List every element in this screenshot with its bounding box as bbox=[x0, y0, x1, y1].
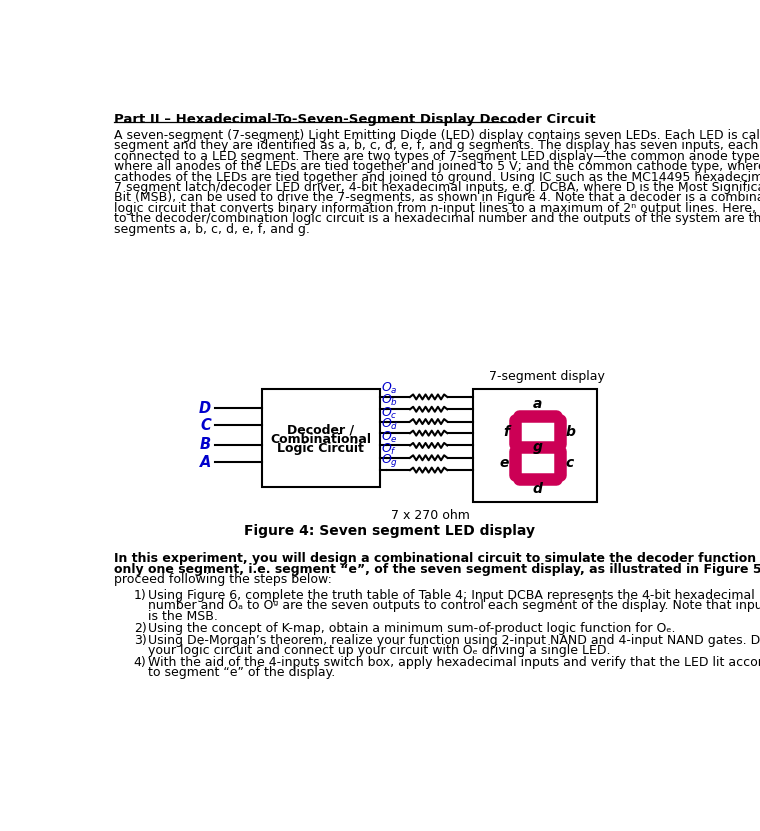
Text: $O_{a}$: $O_{a}$ bbox=[381, 381, 397, 396]
Text: $O_{g}$: $O_{g}$ bbox=[381, 452, 398, 470]
Text: A seven-segment (7-segment) Light Emitting Diode (LED) display contains seven LE: A seven-segment (7-segment) Light Emitti… bbox=[114, 129, 760, 142]
Bar bbox=[473, 389, 597, 503]
Text: 4): 4) bbox=[134, 656, 147, 669]
Text: b: b bbox=[565, 425, 575, 439]
Text: logic circuit that converts binary information from n-input lines to a maximum o: logic circuit that converts binary infor… bbox=[114, 202, 760, 214]
Text: Bit (MSB), can be used to drive the 7-segments, as shown in Figure 4. Note that : Bit (MSB), can be used to drive the 7-se… bbox=[114, 191, 760, 204]
Text: C: C bbox=[201, 418, 211, 433]
Bar bbox=[261, 389, 380, 487]
Text: segments a, b, c, d, e, f, and g.: segments a, b, c, d, e, f, and g. bbox=[114, 223, 310, 235]
Text: where all anodes of the LEDs are tied together and joined to 5 V; and the common: where all anodes of the LEDs are tied to… bbox=[114, 160, 760, 173]
Text: Figure 4: Seven segment LED display: Figure 4: Seven segment LED display bbox=[244, 524, 535, 538]
Text: g: g bbox=[533, 440, 543, 455]
Text: proceed following the steps below:: proceed following the steps below: bbox=[114, 573, 332, 586]
Text: 2): 2) bbox=[134, 622, 147, 635]
Text: Using De-Morgan’s theorem, realize your function using 2-input NAND and 4-input : Using De-Morgan’s theorem, realize your … bbox=[147, 633, 760, 647]
Text: With the aid of the 4-inputs switch box, apply hexadecimal inputs and verify tha: With the aid of the 4-inputs switch box,… bbox=[147, 656, 760, 669]
Text: connected to a LED segment. There are two types of 7-segment LED display—the com: connected to a LED segment. There are tw… bbox=[114, 150, 760, 163]
Text: Part II – Hexadecimal-To-Seven-Segment Display Decoder Circuit: Part II – Hexadecimal-To-Seven-Segment D… bbox=[114, 113, 596, 125]
Text: $O_{b}$: $O_{b}$ bbox=[381, 393, 398, 409]
Text: only one segment, i.e. segment “e”, of the seven segment display, as illustrated: only one segment, i.e. segment “e”, of t… bbox=[114, 563, 760, 576]
Text: $O_{f}$: $O_{f}$ bbox=[381, 442, 397, 457]
Text: $O_{c}$: $O_{c}$ bbox=[381, 406, 397, 420]
Text: $O_{e}$: $O_{e}$ bbox=[381, 430, 397, 445]
Text: your logic circuit and connect up your circuit with Oₑ driving a single LED.: your logic circuit and connect up your c… bbox=[147, 644, 610, 657]
Text: In this experiment, you will design a combinational circuit to simulate the deco: In this experiment, you will design a co… bbox=[114, 553, 760, 565]
Text: B: B bbox=[200, 437, 211, 452]
Text: Using the concept of K-map, obtain a minimum sum-of-product logic function for O: Using the concept of K-map, obtain a min… bbox=[147, 622, 675, 635]
Text: cathodes of the LEDs are tied together and joined to ground. Using IC such as th: cathodes of the LEDs are tied together a… bbox=[114, 170, 760, 184]
Text: D: D bbox=[199, 401, 211, 416]
Text: $O_{d}$: $O_{d}$ bbox=[381, 417, 398, 432]
Text: e: e bbox=[499, 456, 509, 470]
Text: segment and they are identified as a, b, c, d, e, f, and g segments. The display: segment and they are identified as a, b,… bbox=[114, 140, 758, 152]
Text: d: d bbox=[533, 482, 543, 496]
Text: Combinational: Combinational bbox=[271, 433, 372, 446]
Text: number and Oₐ to Oᵍ are the seven outputs to control each segment of the display: number and Oₐ to Oᵍ are the seven output… bbox=[147, 599, 760, 612]
Text: f: f bbox=[503, 425, 509, 439]
Text: Using Figure 6, complete the truth table of Table 4; Input DCBA represents the 4: Using Figure 6, complete the truth table… bbox=[147, 589, 755, 602]
Text: Decoder /: Decoder / bbox=[287, 424, 354, 437]
Text: to segment “e” of the display.: to segment “e” of the display. bbox=[147, 666, 335, 679]
Text: A: A bbox=[200, 455, 211, 470]
Text: is the MSB.: is the MSB. bbox=[147, 610, 217, 622]
Text: 7 x 270 ohm: 7 x 270 ohm bbox=[391, 509, 470, 522]
Text: 7 segment latch/decoder LED driver, 4-bit hexadecimal inputs, e.g. DCBA, where D: 7 segment latch/decoder LED driver, 4-bi… bbox=[114, 181, 760, 194]
Text: a: a bbox=[533, 397, 542, 411]
Text: 3): 3) bbox=[134, 633, 147, 647]
Text: to the decoder/combination logic circuit is a hexadecimal number and the outputs: to the decoder/combination logic circuit… bbox=[114, 212, 760, 225]
Text: c: c bbox=[565, 456, 574, 470]
Text: Logic Circuit: Logic Circuit bbox=[277, 442, 364, 455]
Text: 1): 1) bbox=[134, 589, 147, 602]
Text: 7-segment display: 7-segment display bbox=[489, 370, 605, 383]
